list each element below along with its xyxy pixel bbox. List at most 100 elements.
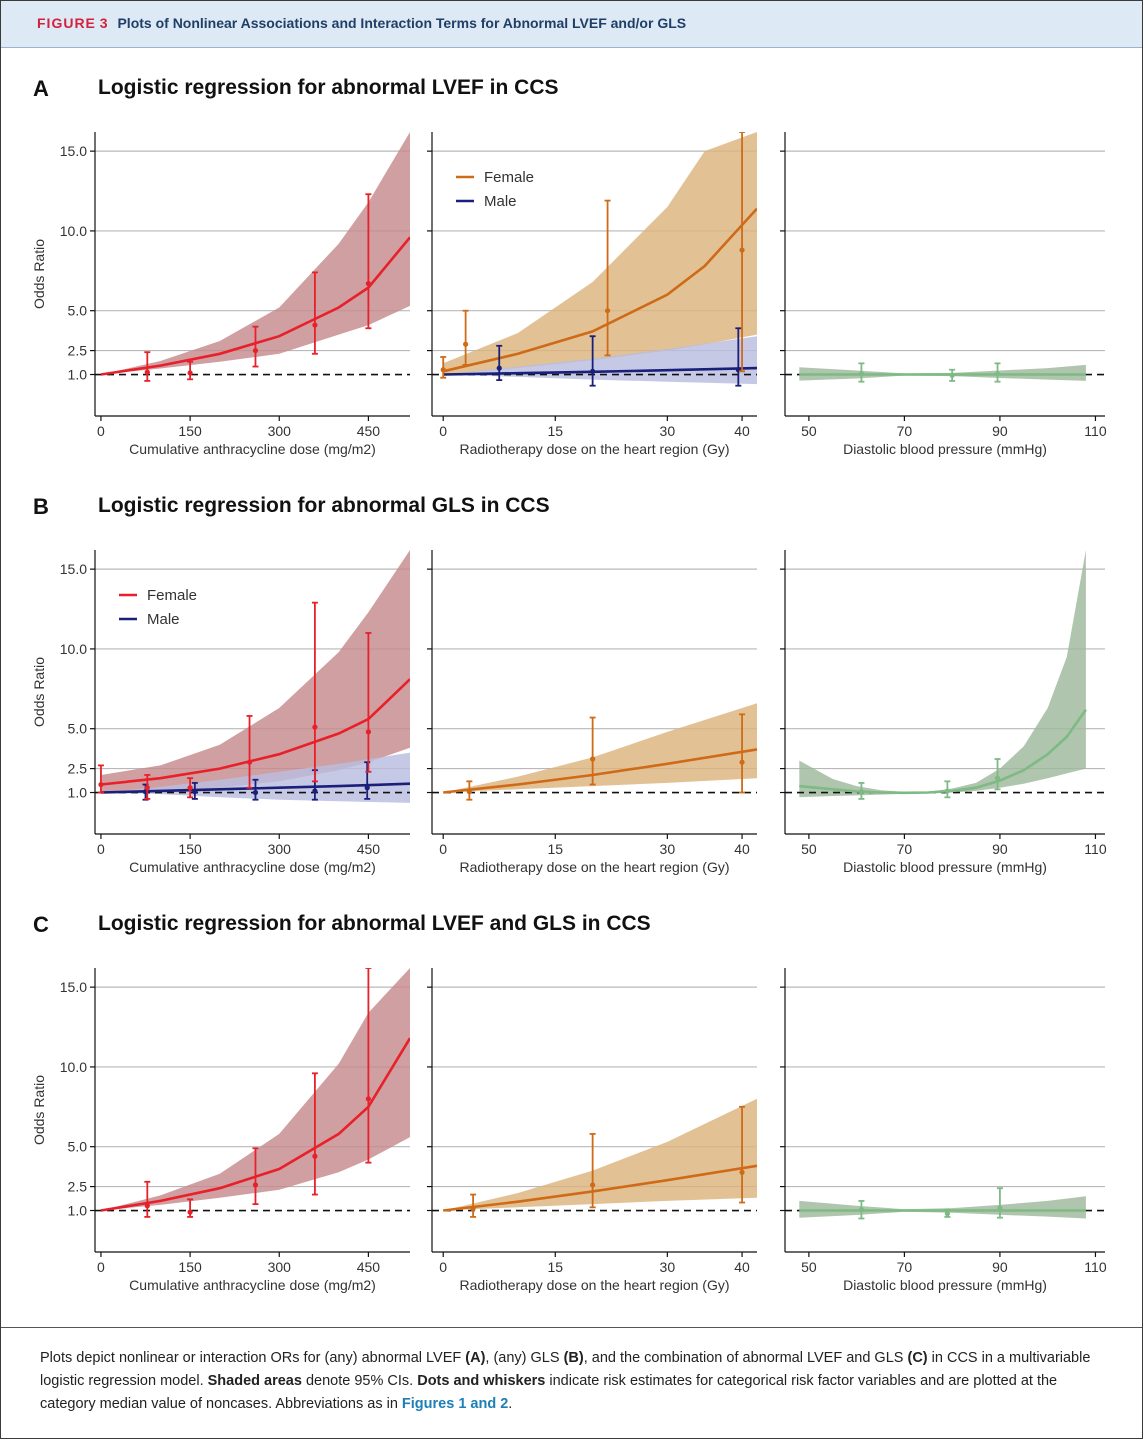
point-estimate — [187, 785, 193, 791]
x-tick-label: 70 — [897, 1259, 913, 1275]
point-estimate — [364, 785, 370, 791]
x-tick-label: 450 — [357, 423, 381, 439]
point-estimate — [739, 759, 745, 765]
plot-a-2: 0 15 30 40 Radiotherapy dose on the heart re… — [427, 132, 757, 457]
estimate-line — [799, 708, 1087, 795]
caption-part: , (any) GLS — [485, 1350, 564, 1366]
x-tick-label: 150 — [178, 1259, 202, 1275]
legend-label: Female — [484, 169, 534, 186]
plot-area — [95, 132, 410, 382]
point-estimate — [187, 370, 193, 376]
y-axis-label: Odds Ratio — [31, 239, 47, 309]
caption-part: Plots depict nonlinear or interaction OR… — [40, 1350, 466, 1366]
caption-bold: Shaded areas — [207, 1373, 302, 1389]
y-tick-label: 5.0 — [68, 721, 88, 737]
point-estimate — [98, 781, 104, 788]
point-estimate — [858, 1207, 865, 1213]
ci-band — [443, 1098, 757, 1211]
caption-part: indicate risk estimates for categorical … — [40, 1373, 1058, 1412]
figures-link[interactable]: Figures 1 and 2 — [401, 1396, 509, 1412]
figure-title: Plots of Nonlinear Associations and Inte… — [117, 15, 687, 31]
x-tick-label: 90 — [992, 841, 1008, 857]
point-estimate — [187, 1209, 193, 1215]
point-estimate — [466, 789, 472, 795]
caption-part: denote 95% CIs. — [301, 1373, 418, 1389]
caption-divider — [1, 1327, 1142, 1328]
x-axis-label: Diastolic blood pressure (mmHg) — [843, 441, 1047, 457]
y-tick-label: 1.0 — [68, 785, 88, 801]
y-tick-label: 1.0 — [68, 1203, 88, 1219]
caption-bold: (A) — [465, 1350, 486, 1366]
plot-area — [95, 968, 410, 1218]
x-axis-label: Radiotherapy dose on the heart region (G… — [459, 1277, 729, 1293]
x-tick-label: 40 — [734, 841, 750, 857]
caption-part: . — [508, 1396, 513, 1412]
y-axis-label: Odds Ratio — [31, 657, 47, 727]
legend-label: Female — [147, 587, 197, 604]
point-estimate — [365, 729, 371, 735]
x-tick-label: 0 — [97, 423, 105, 439]
x-tick-label: 15 — [547, 1259, 563, 1275]
caption-part: , and the combination of abnormal LVEF a… — [583, 1350, 908, 1366]
point-estimate — [604, 308, 611, 314]
point-estimate — [252, 347, 259, 354]
x-axis-label: Radiotherapy dose on the heart region (G… — [459, 441, 729, 457]
y-axis-label: Odds Ratio — [31, 1075, 47, 1145]
ci-band — [100, 550, 410, 793]
y-tick-label: 2.5 — [68, 1179, 88, 1195]
point-estimate — [739, 247, 745, 253]
y-tick-label: 1.0 — [68, 367, 88, 383]
panel-b-letter: B — [33, 494, 49, 519]
x-tick-label: 30 — [660, 1259, 676, 1275]
x-tick-label: 50 — [801, 423, 817, 439]
y-tick-label: 5.0 — [68, 1139, 88, 1155]
legend-label: Male — [147, 611, 180, 628]
plot-a-1: 1.0 2.5 5.0 10.0 15.0 0 150 300 450 Cumulative an… — [31, 132, 410, 457]
plot-b-1: 1.0 2.5 5.0 10.0 15.0 0 150 300 450 Cumulative an… — [31, 550, 410, 875]
x-tick-label: 70 — [897, 841, 913, 857]
point-estimate — [470, 1206, 476, 1212]
x-axis-label: Diastolic blood pressure (mmHg) — [843, 859, 1047, 875]
point-estimate — [144, 369, 150, 375]
plot-area — [785, 362, 1105, 383]
x-tick-label: 0 — [97, 1259, 105, 1275]
x-tick-label: 50 — [801, 841, 817, 857]
x-tick-label: 40 — [734, 1259, 750, 1275]
point-estimate — [997, 1205, 1003, 1211]
point-estimate — [312, 322, 318, 328]
point-estimate — [944, 1211, 950, 1217]
plot-area — [432, 132, 757, 387]
x-tick-label: 30 — [660, 423, 676, 439]
point-estimate — [739, 1169, 745, 1175]
x-tick-label: 50 — [801, 1259, 817, 1275]
x-axis-label: Cumulative anthracycline dose (mg/m2) — [129, 441, 376, 457]
figure-label: FIGURE — [37, 15, 96, 31]
x-tick-label: 0 — [439, 1259, 447, 1275]
x-tick-label: 150 — [178, 423, 202, 439]
point-estimate — [144, 1203, 150, 1209]
point-estimate — [365, 280, 371, 287]
plot-c-1: 1.0 2.5 5.0 10.0 15.0 0 150 300 450 Cumulative an… — [31, 968, 410, 1293]
point-estimate — [312, 788, 318, 794]
legend-label: Male — [484, 193, 517, 210]
y-tick-label: 15.0 — [60, 143, 87, 159]
point-estimate — [365, 1096, 371, 1102]
y-tick-label: 5.0 — [68, 303, 88, 319]
ci-band — [799, 550, 1086, 798]
x-tick-label: 40 — [734, 423, 750, 439]
x-tick-label: 150 — [178, 841, 202, 857]
figure-heading: FIGURE 3 Plots of Nonlinear Associations… — [37, 15, 686, 31]
ci-band — [443, 132, 757, 375]
point-estimate — [858, 789, 865, 795]
x-tick-label: 450 — [357, 841, 381, 857]
point-estimate — [994, 371, 1001, 377]
plot-area — [432, 1098, 757, 1218]
panel-a-title: Logistic regression for abnormal LVEF in… — [98, 76, 559, 99]
panel-b-title: Logistic regression for abnormal GLS in … — [98, 494, 550, 517]
y-tick-label: 10.0 — [60, 641, 87, 657]
x-axis-label: Cumulative anthracycline dose (mg/m2) — [129, 1277, 376, 1293]
point-estimate — [496, 365, 502, 371]
point-estimate — [312, 724, 318, 730]
figure-header: FIGURE 3 Plots of Nonlinear Associations… — [1, 1, 1142, 48]
